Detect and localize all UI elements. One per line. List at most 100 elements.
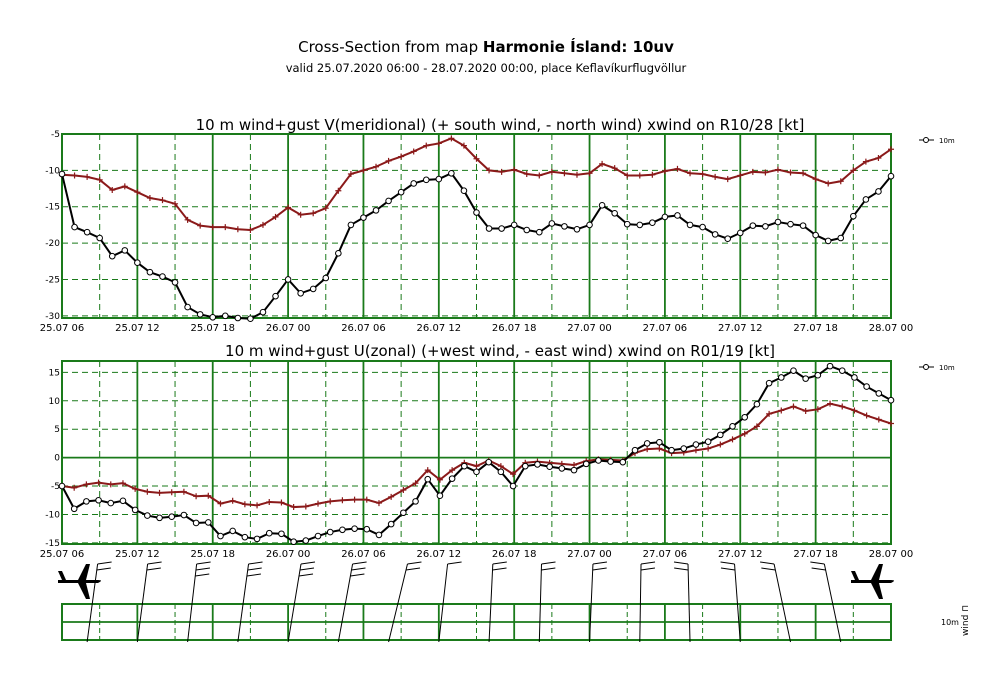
chart1-gust-point: [850, 167, 857, 174]
chart2-wind-point: [156, 514, 163, 522]
chart1-wind-point: [799, 222, 807, 229]
chart2-gust-point: [644, 446, 651, 453]
chart2-x-tick-label: 26.07 00: [266, 549, 311, 560]
chart2-gust-point: [339, 497, 346, 504]
chart1-x-tick-label: 25.07 06: [40, 323, 85, 334]
chart1-wind-point: [435, 175, 443, 183]
chart2-wind-point: [436, 492, 444, 499]
chart2-gust-point: [229, 497, 236, 504]
wind-barb-feather: [447, 561, 462, 565]
chart1-wind-point: [422, 176, 430, 184]
chart2-gust-point: [875, 416, 882, 423]
chart2-wind-point: [509, 482, 517, 490]
wind-barb-staff: [187, 563, 198, 643]
wind-barb-feather: [592, 567, 607, 571]
chart2-wind-point: [278, 530, 285, 538]
plane-wing: [871, 564, 883, 580]
chart2-gust-point: [83, 481, 90, 488]
chart1-gust-point: [385, 157, 392, 164]
chart1-wind-point: [146, 268, 154, 276]
chart2-wind-point: [607, 458, 614, 465]
chart1-wind-point: [297, 289, 304, 297]
wind-barb-staff: [538, 563, 543, 643]
chart1-wind-point: [749, 222, 757, 229]
chart2-wind-point: [119, 497, 127, 505]
wind-barb-staff: [337, 563, 354, 643]
chart2-gust-point: [827, 400, 834, 407]
chart1-wind-point: [259, 308, 267, 316]
chart1-legend-label: 10m: [939, 137, 955, 145]
chart1-wind-point: [473, 209, 480, 216]
wind-barb-feather: [541, 561, 556, 565]
wind-barb-panel: 10m wind ⊓: [58, 561, 971, 643]
chart1-legend-marker: [923, 137, 929, 143]
wind-barb-staff: [136, 563, 149, 643]
plane-wing: [78, 564, 90, 580]
chart1-gust-point: [624, 172, 631, 179]
chart1-gust-point: [247, 227, 254, 233]
chart1-gust-point: [96, 176, 103, 183]
chart2-y-tick-label: 5: [54, 425, 60, 435]
wind-barb-feather: [350, 573, 365, 577]
plane-tail: [851, 571, 859, 580]
page-subtitle: valid 25.07.2020 06:00 - 28.07.2020 00:0…: [285, 61, 687, 75]
chart2-gust-point: [692, 447, 699, 454]
chart1-wind-point: [649, 219, 656, 227]
chart2-wind-point: [83, 498, 90, 505]
chart2-wind-point: [692, 441, 700, 448]
chart2-gust-point: [119, 480, 126, 487]
chart1-gust-point: [435, 140, 442, 147]
chart2-wind-point: [302, 537, 310, 544]
chart1-wind-point: [96, 234, 103, 242]
chart2-wind-point: [546, 463, 553, 471]
chart1-gust-point: [335, 187, 342, 194]
chart2-gust-point: [851, 407, 858, 414]
chart2-gust-point: [888, 420, 894, 427]
page-title: Cross-Section from map Harmonie Ísland: …: [298, 38, 674, 56]
wind-panel-frame: [61, 603, 892, 641]
chart2-x-tick-label: 26.07 18: [492, 549, 537, 560]
chart2-gust-point: [132, 485, 139, 492]
chart1-wind-point: [523, 226, 531, 234]
chart1-gust-point: [812, 176, 819, 183]
chart1-x-tick-label: 27.07 18: [793, 323, 838, 334]
chart2-wind-point: [851, 374, 858, 381]
chart2-wind-point: [582, 460, 590, 468]
chart1-gust-point: [661, 168, 668, 175]
chart2-wind-point: [838, 367, 846, 374]
chart1-x-tick-label: 26.07 00: [266, 323, 311, 334]
chart2-wind-point: [570, 466, 578, 474]
wind-barb-feather: [760, 561, 775, 565]
chart2-gust-point: [717, 441, 724, 448]
chart2-gust-point: [388, 493, 395, 500]
chart1-wind-point: [121, 247, 129, 254]
chart2-wind-point: [643, 440, 651, 447]
chart1-wind-point: [247, 315, 254, 323]
chart1-gust-point: [486, 167, 493, 174]
chart1-gust-point: [787, 169, 794, 176]
chart1-wind-point: [108, 252, 116, 260]
chart1-gust-point: [687, 170, 694, 177]
arrival-plane-icon: [851, 564, 894, 599]
wind-barb-staff: [388, 563, 408, 643]
wind-barb-feather: [810, 561, 825, 565]
chart2-wind-point: [863, 383, 870, 390]
chart2-gust-point: [424, 467, 431, 474]
chart1-gust-point: [448, 135, 455, 142]
chart1-wind-point: [360, 214, 367, 221]
chart1-gust-point: [285, 204, 292, 211]
chart2-wind-point: [375, 531, 383, 539]
wind-barb-staff: [734, 563, 741, 643]
chart2-gust-point: [497, 463, 504, 470]
chart2-wind-point: [595, 457, 602, 464]
chart2-gust-point: [436, 476, 443, 483]
chart1-gust-point: [749, 168, 756, 175]
chart1-wind-point: [58, 170, 66, 178]
chart1-y-tick-label: -25: [45, 275, 60, 285]
wind-barb-feather: [247, 567, 262, 571]
chart1-wind-point: [196, 311, 204, 318]
chart1-gust-point: [310, 210, 317, 217]
chart2-gust-point: [107, 481, 114, 488]
chart1-wind-point: [171, 279, 179, 286]
